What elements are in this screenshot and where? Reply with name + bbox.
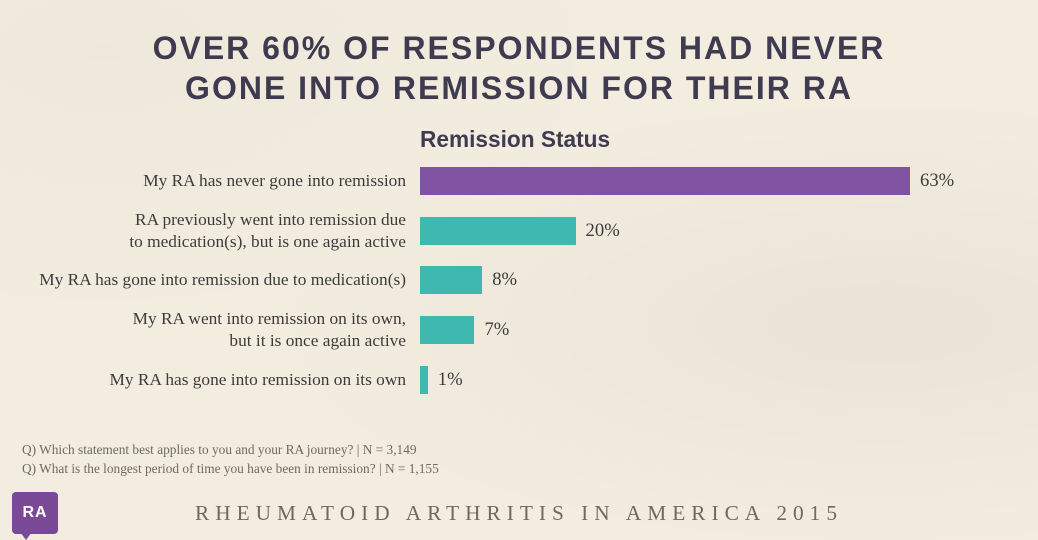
footnotes: Q) Which statement best applies to you a… [22, 440, 439, 479]
bar [420, 316, 474, 344]
bar-value: 20% [586, 220, 620, 242]
bar-label: My RA has never gone into remission [0, 170, 420, 192]
chart-row: My RA went into remission on its own, bu… [0, 308, 1038, 351]
bar-label: My RA has gone into remission on its own [0, 369, 420, 391]
bar-value: 8% [492, 269, 517, 291]
headline: OVER 60% OF RESPONDENTS HAD NEVER GONE I… [0, 0, 1038, 108]
chart-rows: My RA has never gone into remission 63% RA… [0, 167, 1038, 394]
bar-area: 20% [420, 217, 980, 245]
footer: RA RHEUMATOID ARTHRITIS IN AMERICA 2015 [0, 490, 1038, 540]
bar [420, 366, 428, 394]
bar [420, 167, 910, 195]
bar-area: 1% [420, 366, 980, 394]
chart-row: My RA has gone into remission due to med… [0, 266, 1038, 294]
bar [420, 266, 482, 294]
bar-value: 63% [920, 170, 954, 192]
bar-area: 7% [420, 316, 980, 344]
footnote-line: Q) Which statement best applies to you a… [22, 440, 439, 459]
bar-area: 8% [420, 266, 980, 294]
bar-label: RA previously went into remission due to… [0, 209, 420, 252]
bar-area: 63% [420, 167, 980, 195]
bar-label: My RA has gone into remission due to med… [0, 269, 420, 291]
bar-value: 7% [484, 319, 509, 341]
chart-row: RA previously went into remission due to… [0, 209, 1038, 252]
chart-title: Remission Status [420, 126, 1038, 153]
bar [420, 217, 576, 245]
footnote-line: Q) What is the longest period of time yo… [22, 459, 439, 478]
remission-chart: Remission Status My RA has never gone in… [0, 126, 1038, 394]
bar-value: 1% [438, 369, 463, 391]
chart-row: My RA has gone into remission on its own… [0, 366, 1038, 394]
bar-label: My RA went into remission on its own, bu… [0, 308, 420, 351]
footer-title: RHEUMATOID ARTHRITIS IN AMERICA 2015 [0, 501, 1038, 526]
chart-row: My RA has never gone into remission 63% [0, 167, 1038, 195]
